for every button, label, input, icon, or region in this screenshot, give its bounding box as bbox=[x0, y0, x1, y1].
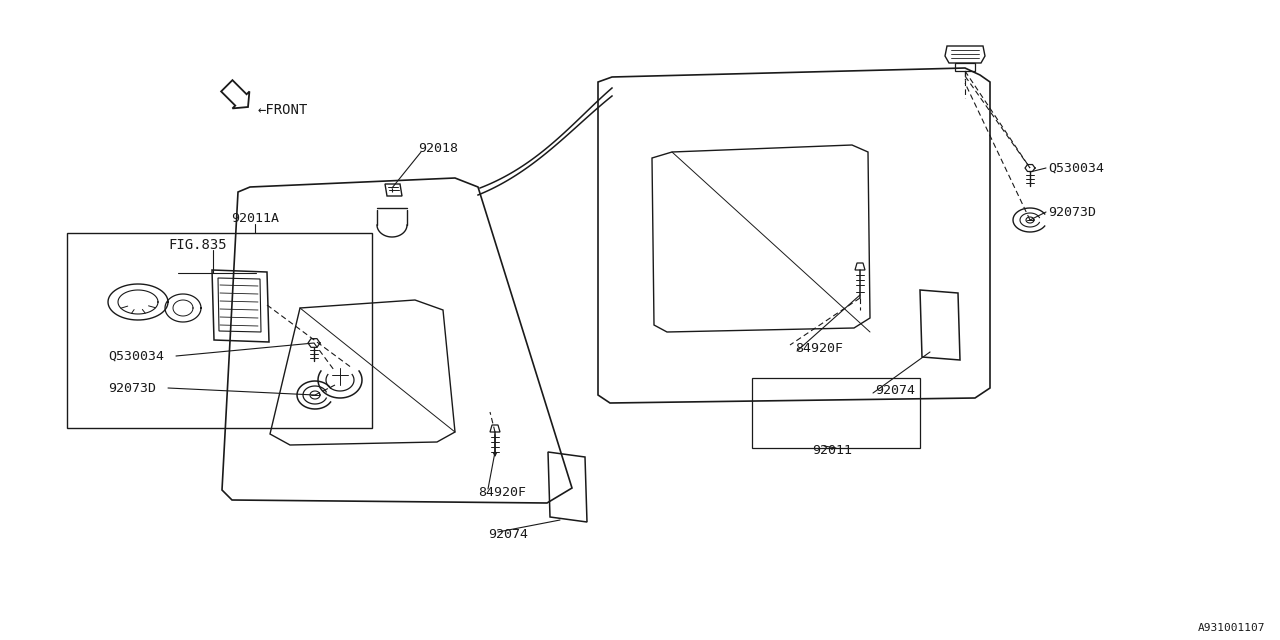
Text: 92073D: 92073D bbox=[108, 381, 156, 394]
Bar bbox=[67, 233, 372, 428]
Text: 92074: 92074 bbox=[488, 529, 529, 541]
Text: Q530034: Q530034 bbox=[1048, 161, 1103, 175]
Text: 92018: 92018 bbox=[419, 141, 458, 154]
Text: 92011A: 92011A bbox=[230, 211, 279, 225]
Text: 92011: 92011 bbox=[812, 444, 852, 456]
Text: 92073D: 92073D bbox=[1048, 205, 1096, 218]
Text: Q530034: Q530034 bbox=[108, 349, 164, 362]
Text: 92074: 92074 bbox=[876, 383, 915, 397]
Text: ←FRONT: ←FRONT bbox=[259, 103, 308, 117]
Text: 84920F: 84920F bbox=[795, 342, 844, 355]
Text: 84920F: 84920F bbox=[477, 486, 526, 499]
Text: A931001107: A931001107 bbox=[1198, 623, 1265, 633]
Text: FIG.835: FIG.835 bbox=[168, 238, 227, 252]
